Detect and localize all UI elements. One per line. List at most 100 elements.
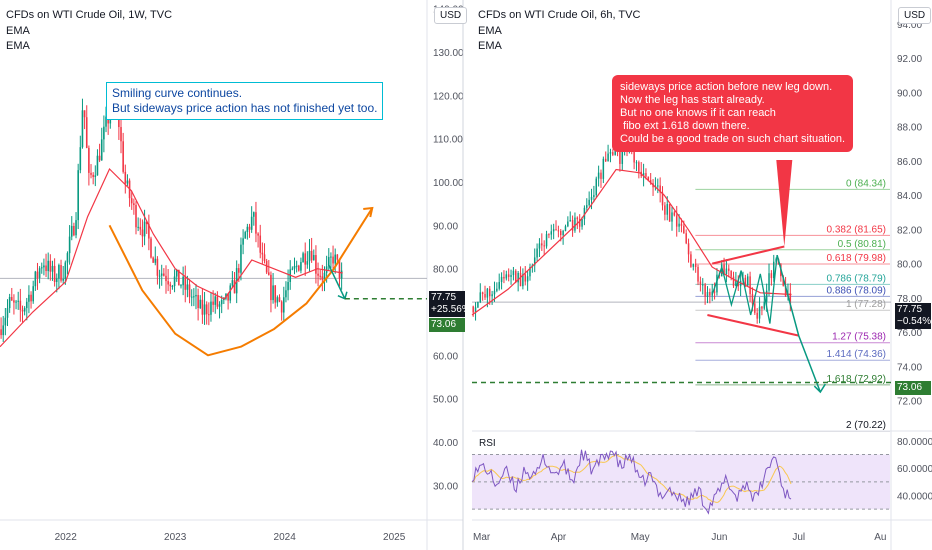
candle-body bbox=[43, 265, 45, 268]
candle-body bbox=[73, 225, 75, 236]
right-x-tick-label: Apr bbox=[551, 532, 567, 543]
fib-level-label: 1.27 (75.38) bbox=[832, 332, 886, 343]
left-x-tick-label: 2022 bbox=[55, 532, 78, 543]
candle-body bbox=[683, 225, 685, 234]
candle-body bbox=[578, 219, 581, 227]
right-annotation-note: sideways price action before new leg dow… bbox=[612, 75, 854, 152]
candle-body bbox=[330, 256, 332, 258]
candle-body bbox=[280, 301, 283, 313]
left-y-tick-label: 110.00 bbox=[433, 135, 463, 146]
candle-body bbox=[327, 257, 330, 267]
candle-body bbox=[657, 185, 659, 187]
right-y-tick-label: 86.00 bbox=[897, 157, 922, 168]
candle-body bbox=[265, 260, 268, 273]
candle-body bbox=[699, 281, 702, 285]
candle-body bbox=[325, 266, 328, 273]
candle-body bbox=[201, 299, 204, 315]
candle-body bbox=[40, 267, 43, 269]
right-ema-label-1: EMA bbox=[478, 25, 502, 37]
candle-body bbox=[744, 277, 747, 286]
left-currency-button[interactable]: USD bbox=[434, 7, 468, 24]
callout-pointer bbox=[776, 160, 793, 247]
right-x-tick-label: Jun bbox=[711, 532, 727, 543]
candle-body bbox=[295, 265, 298, 267]
candle-body bbox=[274, 285, 277, 303]
candle-body bbox=[586, 205, 588, 208]
candle-body bbox=[730, 270, 732, 277]
candle-body bbox=[81, 110, 84, 148]
candle-body bbox=[287, 282, 289, 291]
candle-body bbox=[28, 294, 30, 302]
candle-body bbox=[709, 292, 711, 296]
candle-body bbox=[34, 271, 37, 287]
right-chart-title: CFDs on WTI Crude Oil, 6h, TVC bbox=[478, 9, 641, 21]
candle-body bbox=[522, 274, 524, 287]
candle-body bbox=[661, 192, 664, 206]
candle-body bbox=[550, 231, 553, 235]
candle-body bbox=[512, 270, 515, 276]
candle-body bbox=[62, 278, 64, 281]
candle-body bbox=[479, 292, 482, 303]
candle-body bbox=[25, 301, 28, 309]
smiling-curve bbox=[108, 207, 374, 357]
candle-body bbox=[493, 290, 496, 295]
candle-body bbox=[139, 226, 142, 230]
candle-body bbox=[212, 301, 214, 305]
candle-body bbox=[543, 245, 545, 247]
candle-body bbox=[182, 276, 184, 286]
candle-body bbox=[257, 233, 259, 236]
candle-body bbox=[259, 235, 262, 253]
candle-body bbox=[593, 195, 595, 197]
candle-body bbox=[595, 178, 598, 196]
candle-body bbox=[319, 275, 322, 277]
wedge-upper-line bbox=[711, 245, 785, 265]
right-y-tick-label: 72.00 bbox=[897, 397, 922, 408]
right-last-price: 77.75 bbox=[897, 304, 923, 315]
right-currency-button[interactable]: USD bbox=[898, 7, 932, 24]
candle-body bbox=[725, 268, 728, 275]
candle-body bbox=[193, 296, 195, 298]
left-y-tick-label: 80.00 bbox=[433, 265, 458, 276]
candle-body bbox=[85, 117, 88, 148]
candle-body bbox=[145, 221, 148, 225]
candle-body bbox=[638, 162, 640, 172]
candle-body bbox=[126, 180, 129, 184]
candle-body bbox=[268, 272, 270, 275]
candle-body bbox=[690, 254, 692, 267]
right-ema-line bbox=[471, 168, 792, 316]
candle-body bbox=[317, 273, 319, 276]
candle-body bbox=[199, 299, 202, 309]
candle-body bbox=[32, 286, 34, 302]
candle-body bbox=[229, 285, 232, 301]
right-x-tick-label: Jul bbox=[792, 532, 805, 543]
candle-body bbox=[77, 170, 79, 221]
candle-body bbox=[481, 292, 484, 295]
candle-body bbox=[141, 229, 144, 237]
candle-body bbox=[702, 284, 704, 286]
candle-body bbox=[581, 219, 583, 227]
candle-body bbox=[66, 253, 69, 263]
candle-body bbox=[36, 271, 39, 278]
candle-body bbox=[507, 274, 510, 277]
candle-body bbox=[272, 285, 274, 301]
candle-body bbox=[231, 280, 234, 286]
candle-body bbox=[486, 288, 489, 298]
candle-body bbox=[607, 153, 609, 162]
candle-body bbox=[503, 276, 505, 279]
candle-body bbox=[261, 252, 264, 255]
wedge-pattern-path bbox=[711, 255, 778, 324]
candle-body bbox=[768, 273, 770, 291]
candle-body bbox=[250, 216, 253, 230]
candle-body bbox=[300, 262, 302, 271]
candle-body bbox=[728, 268, 730, 271]
left-y-tick-label: 100.00 bbox=[433, 178, 464, 189]
candle-body bbox=[583, 207, 586, 220]
fib-level-label: 0.618 (79.98) bbox=[827, 253, 887, 264]
candle-body bbox=[597, 172, 600, 179]
candle-body bbox=[156, 258, 159, 276]
left-x-tick-label: 2025 bbox=[383, 532, 406, 543]
candle-body bbox=[557, 230, 560, 232]
candle-body bbox=[205, 304, 208, 315]
candle-body bbox=[737, 279, 740, 287]
